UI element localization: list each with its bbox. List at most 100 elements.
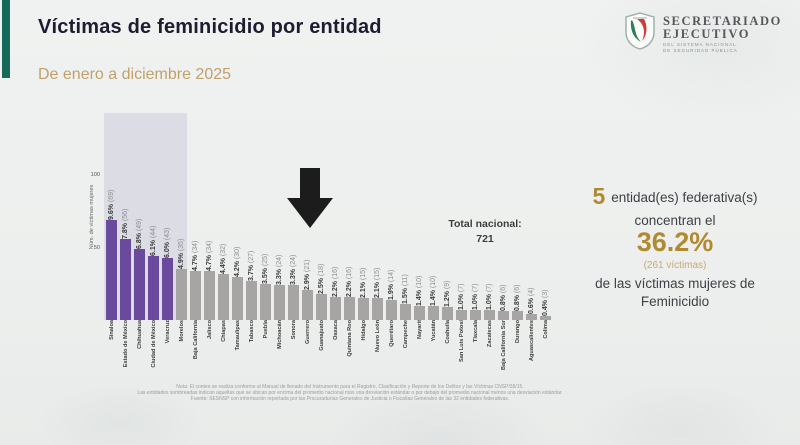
x-axis-label: Morelos bbox=[178, 320, 185, 342]
footnote-line-3: Fuente: SESNSP con información reportada… bbox=[190, 396, 510, 402]
callout-percentage: 36.2% bbox=[636, 227, 714, 257]
x-axis-label: Estado de México bbox=[122, 320, 129, 368]
x-axis-label: Durango bbox=[514, 320, 521, 343]
bar-value-label: 1.4% (10) bbox=[415, 275, 423, 306]
bar-value-label: 2.2% (16) bbox=[345, 266, 353, 297]
callout-victims: (261 víctimas) bbox=[643, 260, 707, 271]
callout-entity-count: 5 bbox=[592, 183, 606, 209]
bar-tamaulipas bbox=[232, 276, 243, 320]
x-axis-label: Querétaro bbox=[388, 320, 395, 347]
callout-line-4: Feminicidio bbox=[640, 294, 710, 309]
x-axis-label: Tamaulipas bbox=[234, 320, 241, 351]
bar-value-label: 0.4% (3) bbox=[541, 289, 549, 316]
x-axis-label: San Luis Potosí bbox=[458, 320, 465, 362]
callout-line-3: de las víctimas mujeres de bbox=[595, 276, 755, 291]
bar-quintana-roo bbox=[344, 296, 355, 320]
bar-value-label: 3.3% (24) bbox=[275, 254, 283, 286]
bar-value-label: 0.8% (6) bbox=[499, 284, 507, 312]
footnote-line-2: Las entidades sombreadas indican aquella… bbox=[137, 390, 563, 396]
bar-sinaloa bbox=[106, 219, 117, 320]
bar-san-luis-potosi bbox=[456, 309, 467, 320]
bar-value-label: 1.5% (11) bbox=[401, 274, 409, 305]
bar-value-label: 4.9% (35) bbox=[177, 238, 185, 270]
x-axis-label: Chiapas bbox=[220, 320, 227, 342]
x-axis-label: Campeche bbox=[402, 320, 409, 349]
highlight-band bbox=[104, 113, 187, 320]
bar-queretaro bbox=[386, 299, 397, 320]
bar-value-label: 9.6% (69) bbox=[107, 189, 115, 220]
total-national-label: Total nacional: bbox=[448, 218, 522, 230]
bar-value-label: 4.7% (34) bbox=[191, 240, 199, 271]
x-axis-label: Sinaloa bbox=[108, 320, 115, 340]
bar-value-label: 6.1% (44) bbox=[149, 225, 157, 257]
accent-bar bbox=[2, 0, 10, 78]
bar-value-label: 6.8% (49) bbox=[135, 218, 143, 249]
bar-campeche bbox=[400, 304, 411, 320]
x-axis-label: Baja California bbox=[192, 320, 199, 360]
bar-sonora bbox=[288, 285, 299, 320]
bar-michoacan bbox=[274, 285, 285, 320]
bar-value-label: 7.8% (56) bbox=[121, 208, 129, 239]
bar-value-label: 2.2% (16) bbox=[331, 266, 339, 297]
x-axis-label: Ciudad de México bbox=[150, 320, 157, 368]
bar-value-label: 2.9% (21) bbox=[303, 259, 311, 290]
bar-baja-california-sur bbox=[498, 311, 509, 320]
bar-hidalgo bbox=[358, 298, 369, 320]
bar-ciudad-de-mexico bbox=[148, 256, 159, 320]
x-axis-label: Tabasco bbox=[248, 320, 255, 343]
logo-subline-1: DEL SISTEMA NACIONAL bbox=[663, 41, 737, 47]
bar-jalisco bbox=[204, 270, 215, 320]
shield-icon bbox=[625, 12, 655, 50]
bar-value-label: 3.3% (24) bbox=[289, 254, 297, 286]
bar-value-label: 0.8% (6) bbox=[513, 284, 521, 312]
callout-line-2: concentran el bbox=[634, 213, 716, 228]
bar-estado-de-mexico bbox=[120, 238, 131, 320]
total-national-value: 721 bbox=[476, 233, 494, 245]
bar-value-label: 1.0% (7) bbox=[471, 283, 479, 310]
x-axis-label: Colima bbox=[542, 320, 549, 339]
bar-value-label: 4.7% (34) bbox=[205, 240, 213, 271]
logo-subline-2: DE SEGURIDAD PÚBLICA bbox=[663, 47, 738, 53]
total-national: Total nacional: 721 bbox=[430, 218, 540, 245]
bar-aguascalientes bbox=[526, 314, 537, 320]
bar-value-label: 1.9% (14) bbox=[387, 269, 395, 300]
bar-value-label: 1.2% (9) bbox=[443, 280, 451, 307]
bar-nuevo-leon bbox=[372, 298, 383, 320]
bar-value-label: 2.5% (18) bbox=[317, 263, 325, 294]
bar-baja-california bbox=[190, 270, 201, 320]
x-axis-label: Michoacán bbox=[276, 320, 283, 349]
bar-value-label: 3.5% (25) bbox=[261, 253, 269, 284]
bar-zacatecas bbox=[484, 309, 495, 320]
bar-value-label: 3.7% (27) bbox=[247, 250, 255, 281]
x-axis-label: Baja California Sur bbox=[500, 320, 507, 371]
bar-nayarit bbox=[414, 305, 425, 320]
callout-line-1: 5 entidad(es) federativa(s) bbox=[556, 183, 794, 210]
x-axis-label: Yucatán bbox=[430, 320, 437, 342]
bar-durango bbox=[512, 311, 523, 320]
x-axis-label: Hidalgo bbox=[360, 320, 367, 341]
bar-morelos bbox=[176, 269, 187, 320]
y-tick-50: 50 bbox=[93, 244, 100, 251]
x-axis-label: Nayarit bbox=[416, 320, 423, 339]
bar-value-label: 1.4% (10) bbox=[429, 275, 437, 306]
x-axis-label: Nuevo León bbox=[374, 320, 381, 353]
x-axis-label: Puebla bbox=[262, 320, 269, 339]
bar-value-label: 4.4% (32) bbox=[219, 243, 227, 274]
x-axis-label: Guanajuato bbox=[318, 320, 325, 351]
footnote: Nota: El conteo se realiza conforme al M… bbox=[60, 384, 640, 402]
bar-value-label: 0.6% (4) bbox=[527, 287, 535, 315]
page-title: Víctimas de feminicidio por entidad bbox=[38, 16, 382, 38]
page-subtitle: De enero a diciembre 2025 bbox=[38, 66, 232, 83]
bar-value-label: 6.0% (43) bbox=[163, 227, 171, 258]
callout-entity-text: entidad(es) federativa(s) bbox=[611, 190, 758, 205]
bar-veracruz bbox=[162, 257, 173, 320]
y-tick-100: 100 bbox=[90, 172, 100, 178]
bar-value-label: 4.2% (30) bbox=[233, 246, 241, 277]
bar-guanajuato bbox=[316, 293, 327, 320]
logo: SECRETARIADO EJECUTIVO DEL SISTEMA NACIO… bbox=[624, 12, 782, 54]
bar-chihuahua bbox=[134, 248, 145, 320]
x-axis-label: Quintana Roo bbox=[346, 320, 353, 357]
x-axis-label: Guerrero bbox=[304, 320, 311, 344]
bar-value-label: 2.1% (15) bbox=[373, 267, 381, 299]
x-axis-label: Jalisco bbox=[206, 320, 213, 339]
